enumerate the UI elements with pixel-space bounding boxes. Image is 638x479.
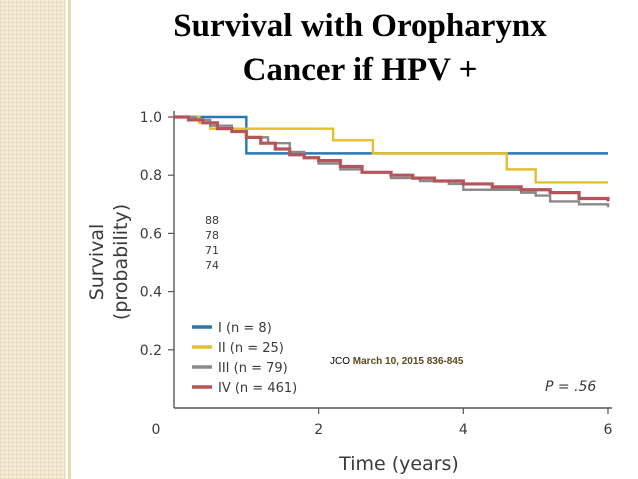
chart-axes: 0.2 0.4 0.6 0.8 1.0 0 2 4 6 xyxy=(140,110,613,438)
citation-credit: JCO March 10, 2015 836-845 xyxy=(330,356,463,367)
y-axis-title-line-1: Survival xyxy=(86,224,108,301)
y-tick-label: 0.6 xyxy=(140,226,162,242)
p-value-label: P = .56 xyxy=(545,379,596,395)
y-axis-title-line-2: (probability) xyxy=(110,204,132,320)
legend-label: I (n = 8) xyxy=(218,321,272,336)
x-tick-label: 6 xyxy=(604,422,613,438)
x-axis-title: Time (years) xyxy=(338,453,459,475)
series-line xyxy=(174,115,610,202)
citation-prefix: JCO xyxy=(330,356,353,367)
chart-labels: Time (years) Survival (probability) 88 78 71 7… xyxy=(86,204,596,475)
x-tick-label: 4 xyxy=(459,422,468,438)
chart-legend: I (n = 8) II (n = 25) III (n = 79) IV (n = … xyxy=(192,321,297,396)
y-tick-label: 1.0 xyxy=(140,110,162,126)
slide-title-line-1: Survival with Oropharynx xyxy=(173,8,547,44)
legend-label: II (n = 25) xyxy=(218,341,284,356)
side-decoration-line xyxy=(68,0,71,479)
legend-label: IV (n = 461) xyxy=(218,381,297,396)
citation-date: March 10, 2015 836-845 xyxy=(352,356,464,367)
x-tick-label: 0 xyxy=(152,422,161,438)
side-number: 88 xyxy=(205,214,219,227)
x-tick-label: 2 xyxy=(314,422,323,438)
legend-label: III (n = 79) xyxy=(218,361,288,376)
slide-title: Survival with Oropharynx Cancer if HPV + xyxy=(90,4,630,92)
series-line xyxy=(174,115,608,155)
side-number: 78 xyxy=(205,229,219,242)
y-tick-label: 0.4 xyxy=(140,285,162,301)
side-number: 74 xyxy=(205,259,219,272)
chart-series-layer xyxy=(174,115,610,208)
y-tick-label: 0.8 xyxy=(140,168,162,184)
series-line xyxy=(174,115,608,184)
side-number: 71 xyxy=(205,244,219,257)
y-tick-label: 0.2 xyxy=(140,343,162,359)
side-decoration-strip xyxy=(0,0,66,479)
slide-title-line-2: Cancer if HPV + xyxy=(242,52,478,88)
